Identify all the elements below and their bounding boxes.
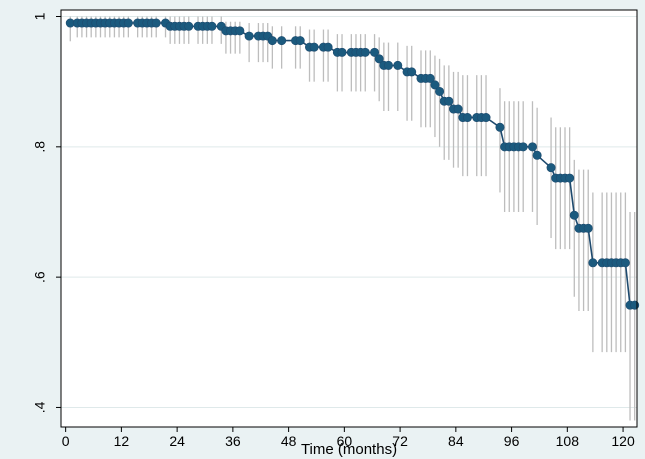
data-point-60: [425, 73, 435, 83]
y-tick-label-3: 1: [32, 12, 48, 20]
tick-labels: 0 12 24 36 48 60 72 84 96 108 120 .4 .6 .8 1: [32, 12, 635, 449]
data-point-88: [583, 223, 593, 233]
y-tick-label-0: .4: [32, 401, 48, 413]
x-tick-label-4: 48: [281, 433, 297, 449]
data-point-54: [383, 60, 393, 70]
axes: [56, 9, 638, 432]
data-point-32: [235, 26, 245, 36]
survival-markers: [65, 18, 640, 310]
plot-area: [61, 10, 637, 427]
data-point-64: [444, 96, 454, 106]
x-tick-label-6: 72: [392, 433, 408, 449]
data-point-78: [527, 142, 537, 152]
data-point-77: [518, 142, 528, 152]
data-point-66: [453, 104, 463, 114]
data-point-79: [532, 150, 542, 160]
grid-lines: [61, 16, 637, 408]
plot-frame: [60, 9, 638, 428]
data-point-42: [309, 42, 319, 52]
data-point-27: [207, 21, 217, 31]
data-point-68: [462, 113, 472, 123]
data-point-84: [565, 173, 575, 183]
data-point-50: [360, 47, 370, 57]
data-point-17: [151, 18, 161, 28]
data-point-89: [588, 258, 598, 268]
x-tick-label-7: 84: [448, 433, 464, 449]
data-point-52: [374, 54, 384, 64]
x-tick-label-1: 12: [114, 433, 130, 449]
data-point-40: [295, 36, 305, 46]
y-tick-label-2: .8: [32, 141, 48, 153]
data-point-72: [495, 122, 505, 132]
x-tick-label-8: 96: [504, 433, 520, 449]
x-axis-title: Time (months): [301, 441, 397, 458]
x-tick-label-10: 120: [611, 433, 635, 449]
data-point-80: [546, 163, 556, 173]
data-point-85: [569, 210, 579, 220]
data-point-57: [407, 67, 417, 77]
data-point-37: [267, 36, 277, 46]
x-tick-label-3: 36: [225, 433, 241, 449]
data-point-62: [435, 86, 445, 96]
data-point-33: [244, 31, 254, 41]
data-point-71: [481, 113, 491, 123]
y-tick-label-1: .6: [32, 271, 48, 283]
data-point-97: [630, 300, 640, 310]
x-tick-label-2: 24: [169, 433, 185, 449]
data-point-44: [323, 42, 333, 52]
x-tick-label-0: 0: [62, 433, 70, 449]
data-point-55: [393, 60, 403, 70]
x-tick-label-5: 60: [337, 433, 353, 449]
data-point-38: [277, 36, 287, 46]
data-point-61: [430, 80, 440, 90]
x-tick-label-9: 108: [556, 433, 580, 449]
data-point-95: [620, 258, 630, 268]
data-point-51: [370, 47, 380, 57]
data-point-46: [337, 47, 347, 57]
data-point-23: [184, 21, 194, 31]
data-point-12: [123, 18, 133, 28]
